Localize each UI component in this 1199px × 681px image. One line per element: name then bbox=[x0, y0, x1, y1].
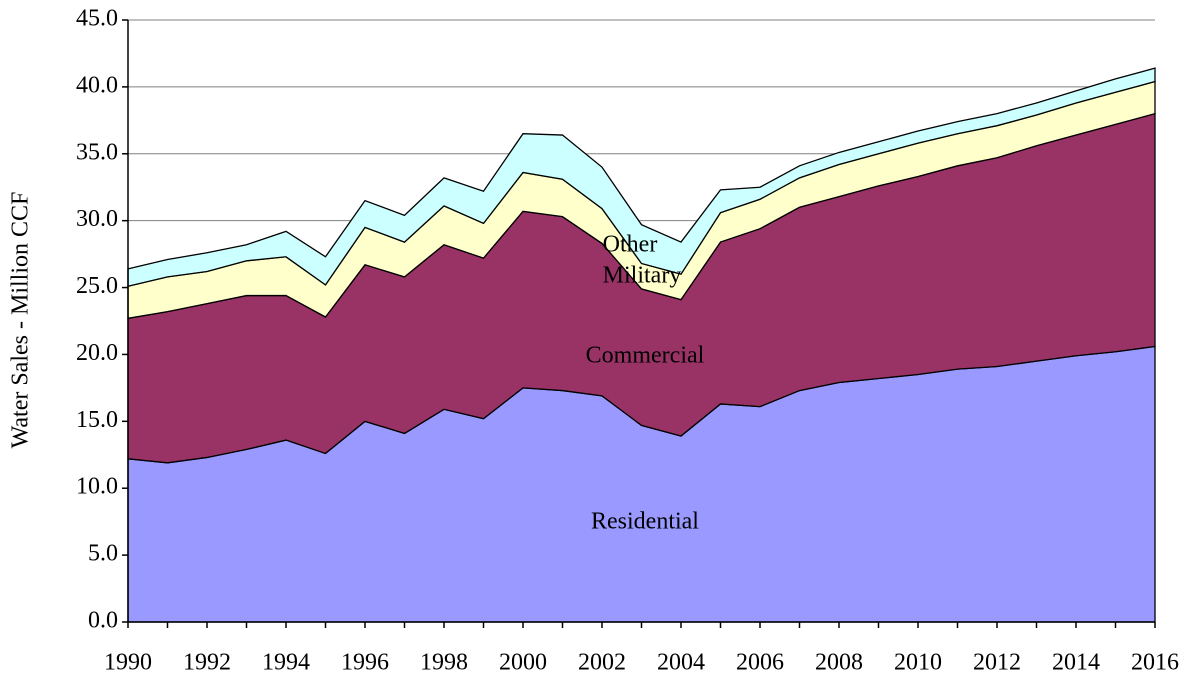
x-tick-label: 2002 bbox=[578, 650, 626, 676]
x-tick-label: 2014 bbox=[1052, 650, 1100, 676]
y-tick-label: 15.0 bbox=[76, 407, 118, 433]
x-tick-label: 2012 bbox=[973, 650, 1021, 676]
x-tick-label: 2004 bbox=[657, 650, 705, 676]
y-tick-label: 0.0 bbox=[88, 608, 118, 634]
area bbox=[127, 67, 1156, 288]
x-tick-label: 1998 bbox=[420, 650, 468, 676]
x-tick-label: 2006 bbox=[736, 650, 784, 676]
y-axis-title: Water Sales - Million CCF bbox=[8, 192, 34, 449]
y-tick-label: 35.0 bbox=[76, 139, 118, 165]
series-label: Commercial bbox=[586, 343, 705, 369]
x-tick-label: 1990 bbox=[104, 650, 152, 676]
y-tick-label: 30.0 bbox=[76, 206, 118, 232]
y-tick-label: 10.0 bbox=[76, 474, 118, 500]
series-label: Residential bbox=[591, 509, 699, 535]
y-tick-label: 20.0 bbox=[76, 340, 118, 366]
y-tick-label: 25.0 bbox=[76, 273, 118, 299]
x-tick-label: 1992 bbox=[183, 650, 231, 676]
x-tick-label: 2008 bbox=[815, 650, 863, 676]
x-tick-label: 2016 bbox=[1131, 650, 1179, 676]
y-tick-label: 5.0 bbox=[88, 541, 118, 567]
x-tick-label: 1994 bbox=[262, 650, 310, 676]
x-tick-label: 2010 bbox=[894, 650, 942, 676]
series-label: Military bbox=[603, 263, 682, 289]
x-tick-label: 2000 bbox=[499, 650, 547, 676]
y-tick-label: 40.0 bbox=[76, 72, 118, 98]
y-tick-label: 45.0 bbox=[76, 6, 118, 32]
series-label: Other bbox=[603, 232, 658, 258]
x-tick-label: 1996 bbox=[341, 650, 389, 676]
